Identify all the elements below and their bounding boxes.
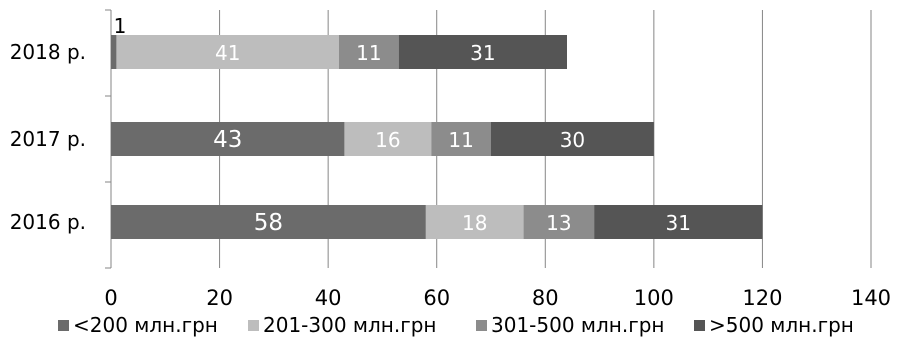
data-label-0-2: 11: [356, 41, 381, 65]
x-tick-label-0: 0: [104, 286, 117, 310]
x-tick-label-20: 20: [206, 286, 233, 310]
x-tick-label-140: 140: [851, 286, 891, 310]
category-labels: 2018 р. 2017 р. 2016 р.: [10, 40, 86, 234]
legend-label-2: 301-500 млн.грн: [491, 313, 665, 337]
bar-2-3: [594, 205, 763, 239]
legend-label-1: 201-300 млн.грн: [263, 313, 437, 337]
bar-0-3: [398, 35, 567, 69]
category-label-2: 2016 р.: [10, 210, 86, 234]
bar-2-2: [523, 205, 595, 239]
bars: [111, 35, 763, 239]
x-tick-labels: 0 20 40 60 80 100 120 140: [104, 286, 891, 310]
legend-swatch-0: [58, 320, 69, 331]
bar-2-0: [111, 205, 426, 239]
legend-swatch-2: [476, 320, 487, 331]
category-label-0: 2018 р.: [10, 40, 86, 64]
data-label-0-1: 41: [215, 41, 240, 65]
x-tick-label-80: 80: [532, 286, 559, 310]
axis: [105, 9, 112, 269]
bar-2-1: [425, 205, 524, 239]
data-label-1-2: 11: [448, 128, 473, 152]
data-label-1-3: 30: [560, 128, 585, 152]
bar-0-1: [116, 35, 339, 69]
bar-1-3: [491, 122, 654, 156]
legend-swatch-1: [248, 320, 259, 331]
bar-0-2: [339, 35, 399, 69]
data-labels: 1 41 11 31 43 16 11 30 58 18 13 31: [114, 14, 691, 236]
bar-1-2: [431, 122, 491, 156]
data-label-1-0: 43: [213, 127, 242, 153]
data-label-2-3: 31: [666, 211, 691, 235]
x-tick-label-40: 40: [315, 286, 342, 310]
data-label-0-0: 1: [114, 14, 127, 38]
legend: <200 млн.грн 201-300 млн.грн 301-500 млн.г…: [58, 313, 854, 337]
data-label-2-2: 13: [546, 211, 571, 235]
category-label-1: 2017 р.: [10, 127, 86, 151]
bar-1-0: [111, 122, 345, 156]
x-tick-label-120: 120: [742, 286, 782, 310]
legend-label-3: >500 млн.грн: [709, 313, 854, 337]
data-label-1-1: 16: [375, 128, 400, 152]
bar-0-0: [111, 35, 117, 69]
legend-swatch-3: [694, 320, 705, 331]
legend-label-0: <200 млн.грн: [73, 313, 218, 337]
x-tick-label-100: 100: [634, 286, 674, 310]
data-label-2-0: 58: [254, 210, 283, 236]
data-label-0-3: 31: [470, 41, 495, 65]
data-label-2-1: 18: [462, 211, 487, 235]
bar-1-1: [344, 122, 432, 156]
x-tick-label-60: 60: [423, 286, 450, 310]
